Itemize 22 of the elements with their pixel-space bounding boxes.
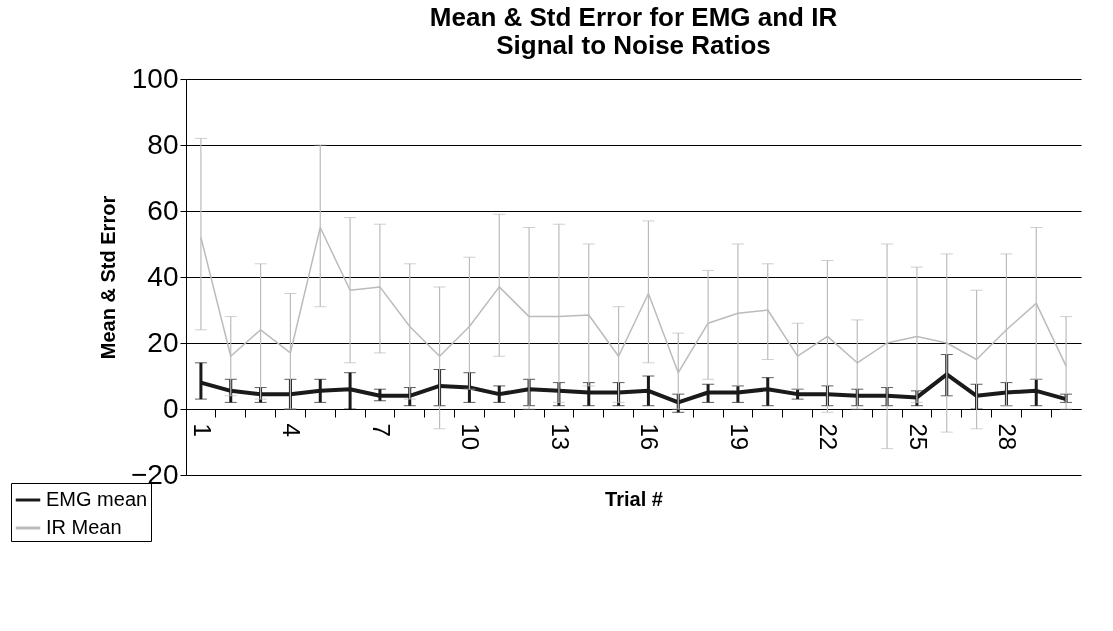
x-tick-label: 22 (815, 423, 843, 451)
y-axis-title: Mean & Std Error (97, 195, 119, 360)
x-tick-label: 1 (188, 423, 216, 437)
x-tick-label: 25 (904, 423, 932, 451)
x-tick-label: 16 (636, 423, 664, 451)
chart-title: Mean & Std Error for EMG and IR Signal to Noise Ratios (429, 2, 838, 60)
legend-label: EMG mean (46, 488, 148, 510)
x-tick-label: 28 (994, 423, 1022, 451)
y-tick-label: 80 (147, 128, 179, 160)
x-tick-label: 19 (725, 423, 753, 451)
y-tick-label: −20 (131, 458, 179, 490)
y-tick-label: 0 (162, 392, 179, 424)
y-tick-label: 100 (131, 62, 179, 94)
x-tick-label: 10 (457, 423, 485, 451)
x-axis-title: Trial # (605, 488, 663, 511)
x-tick-label: 4 (278, 423, 306, 437)
x-tick-label: 7 (367, 423, 395, 437)
y-tick-label: 20 (147, 326, 179, 358)
x-tick-label: 13 (546, 423, 574, 451)
legend-label: IR Mean (46, 516, 122, 538)
y-tick-label: 40 (147, 260, 179, 292)
y-tick-label: 60 (147, 194, 179, 226)
